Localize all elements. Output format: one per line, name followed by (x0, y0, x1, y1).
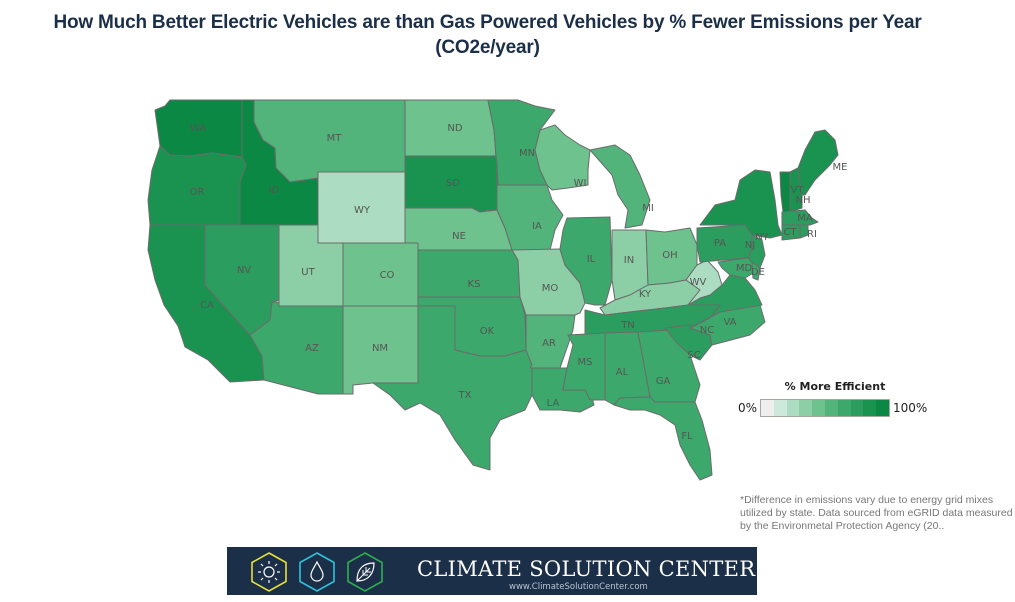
state-vt[interactable] (779, 171, 791, 213)
state-mi[interactable] (589, 144, 651, 229)
legend-step-0 (761, 400, 774, 416)
state-label-ma: MA (797, 213, 813, 224)
state-label-oh: OH (662, 250, 677, 261)
legend-step-2 (786, 400, 800, 416)
state-label-il: IL (587, 254, 596, 265)
state-label-ia: IA (532, 221, 542, 232)
state-label-ri: RI (807, 229, 817, 240)
state-label-ok: OK (480, 326, 495, 337)
legend-title: % More Efficient (784, 380, 886, 393)
state-label-in: IN (624, 255, 634, 266)
chart-title: How Much Better Electric Vehicles are th… (53, 12, 922, 58)
state-wv[interactable] (685, 259, 723, 306)
state-label-ar: AR (542, 338, 556, 349)
state-label-mn: MN (519, 148, 535, 159)
state-il[interactable] (559, 216, 613, 306)
state-label-ne: NE (452, 231, 466, 242)
legend-color-scale (760, 399, 891, 417)
state-label-me: ME (833, 162, 848, 173)
state-md[interactable] (717, 257, 756, 279)
legend-min-label: 0% (738, 401, 758, 415)
state-label-wy: WY (354, 205, 371, 216)
state-label-ut: UT (301, 267, 315, 278)
state-label-mi: MI (642, 203, 654, 214)
legend-step-3 (799, 400, 813, 416)
leaf-icon (347, 552, 383, 592)
state-label-nh: NH (796, 195, 811, 206)
state-label-tx: TX (458, 390, 472, 401)
legend-step-5 (825, 400, 838, 416)
state-label-ny: NY (755, 232, 769, 243)
state-label-wa: WA (190, 123, 206, 134)
state-label-va: VA (723, 317, 736, 328)
state-label-fl: FL (681, 431, 693, 442)
state-label-co: CO (380, 270, 395, 281)
state-label-id: ID (269, 185, 280, 196)
legend-step-9 (876, 400, 890, 416)
state-label-nd: ND (447, 123, 462, 134)
state-ri[interactable] (799, 224, 809, 239)
state-label-de: DE (751, 267, 765, 278)
state-label-vt: VT (791, 185, 805, 196)
banner-title: CLIMATE SOLUTION CENTER (417, 557, 756, 581)
state-label-la: LA (547, 398, 560, 409)
sun-icon (251, 552, 287, 592)
state-label-nv: NV (237, 265, 251, 276)
legend-step-1 (773, 400, 787, 416)
state-label-al: AL (616, 367, 629, 378)
state-label-ga: GA (656, 376, 671, 387)
state-label-sd: SD (446, 178, 460, 189)
state-label-mo: MO (542, 283, 559, 294)
state-label-ky: KY (639, 289, 652, 300)
legend-step-7 (850, 400, 864, 416)
state-label-nc: NC (700, 325, 714, 336)
water-drop-icon (299, 552, 335, 592)
state-label-mt: MT (327, 133, 343, 144)
state-label-md: MD (736, 263, 753, 274)
footnote: *Difference in emissions vary due to ene… (740, 494, 1013, 532)
state-label-pa: PA (714, 238, 726, 249)
legend: 0% 100% (738, 399, 927, 417)
state-or[interactable] (147, 145, 247, 226)
state-wi[interactable] (534, 124, 591, 191)
legend-step-4 (812, 400, 826, 416)
legend-step-6 (837, 400, 851, 416)
state-label-sc: SC (687, 350, 700, 361)
legend-step-8 (863, 400, 877, 416)
state-label-nm: NM (372, 343, 388, 354)
state-label-wv: WV (690, 277, 707, 288)
state-label-ms: MS (578, 357, 593, 368)
state-ne[interactable] (404, 207, 513, 251)
state-label-ca: CA (200, 300, 214, 311)
state-ia[interactable] (496, 184, 564, 251)
state-tx[interactable] (372, 305, 533, 471)
state-nh[interactable] (789, 167, 803, 213)
state-label-az: AZ (305, 343, 319, 354)
banner-url-link[interactable]: www.ClimateSolutionCenter.com (509, 582, 648, 592)
legend-max-label: 100% (893, 401, 928, 415)
state-label-tn: TN (620, 320, 635, 331)
state-fl[interactable] (613, 396, 713, 481)
state-label-ks: KS (468, 279, 481, 290)
climate-solution-center-banner[interactable]: CLIMATE SOLUTION CENTER www.ClimateSolut… (227, 547, 757, 595)
state-label-wi: WI (574, 178, 587, 189)
state-label-or: OR (190, 187, 205, 198)
state-label-ct: CT (783, 227, 797, 238)
state-me[interactable] (797, 129, 839, 196)
state-de[interactable] (751, 261, 761, 281)
state-label-nj: NJ (745, 240, 755, 251)
